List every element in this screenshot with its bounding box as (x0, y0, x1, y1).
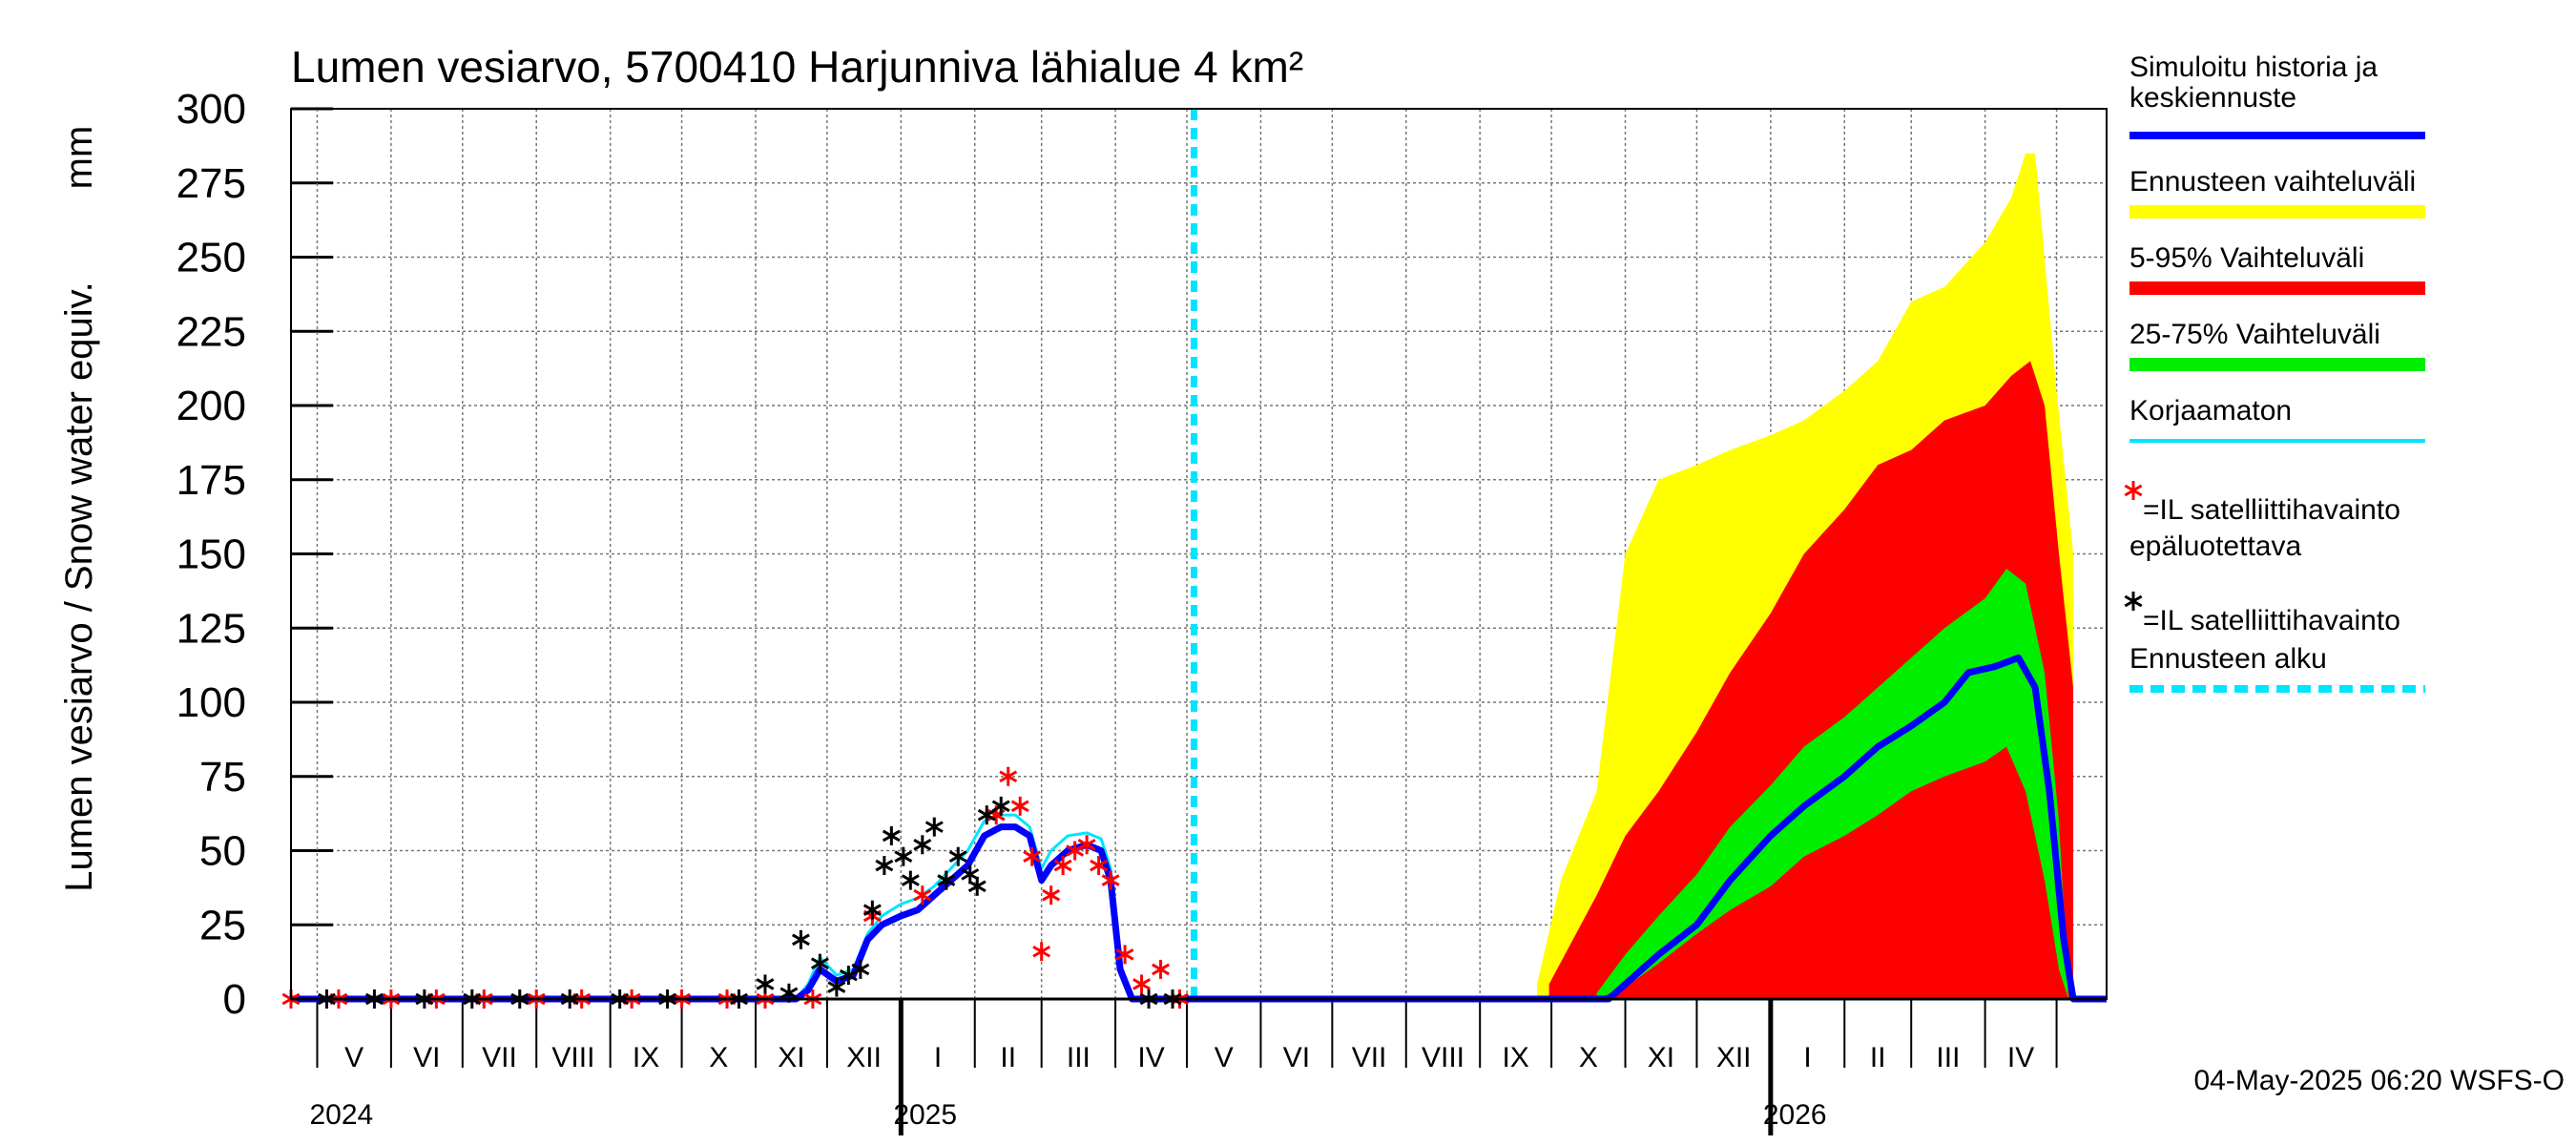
marker-unreliable (913, 885, 932, 906)
marker-unreliable (1023, 846, 1042, 866)
month-label: V (1215, 1042, 1234, 1073)
y-tick-label: 200 (177, 383, 246, 429)
y-axis-label: Lumen vesiarvo / Snow water equiv. (58, 281, 100, 892)
marker-satellite (791, 929, 810, 949)
month-label: VII (482, 1042, 517, 1073)
month-label: V (344, 1042, 364, 1073)
legend-label: 5-95% Vaihteluväli (2129, 242, 2364, 274)
y-tick-label: 75 (199, 754, 246, 801)
legend-label: =IL satelliittihavainto (2143, 605, 2400, 636)
y-tick-label: 0 (223, 976, 246, 1023)
month-label: IX (1502, 1042, 1528, 1073)
marker-unreliable (1042, 885, 1061, 906)
month-label: II (1000, 1042, 1016, 1073)
month-label: XII (1716, 1042, 1752, 1073)
marker-unreliable (1115, 945, 1134, 965)
y-tick-label: 175 (177, 457, 246, 504)
month-label: VIII (1422, 1042, 1465, 1073)
marker-satellite (875, 856, 894, 876)
marker-satellite (913, 835, 932, 855)
marker-satellite (882, 825, 901, 845)
legend-label: Simuloitu historia ja (2129, 52, 2378, 83)
y-tick-label: 275 (177, 160, 246, 207)
month-label: VIII (551, 1042, 594, 1073)
month-label: IX (633, 1042, 659, 1073)
month-label: XI (778, 1042, 804, 1073)
legend-label: 25-75% Vaihteluväli (2129, 319, 2380, 350)
month-label: III (1936, 1042, 1960, 1073)
band-ff0000 (1548, 361, 2074, 1000)
y-tick-label: 150 (177, 531, 246, 578)
month-label: XI (1648, 1042, 1674, 1073)
marker-satellite (851, 959, 870, 979)
marker-satellite (901, 870, 920, 890)
marker-unreliable (1053, 856, 1072, 876)
year-label: 2025 (893, 1099, 957, 1131)
marker-satellite (977, 805, 996, 825)
legend-label: Ennusteen vaihteluväli (2129, 166, 2416, 198)
legend-star (2124, 592, 2143, 611)
month-label: IV (2007, 1042, 2034, 1073)
footer-timestamp: 04-May-2025 06:20 WSFS-O (2194, 1065, 2566, 1096)
y-tick-label: 250 (177, 235, 246, 281)
month-label: VII (1352, 1042, 1387, 1073)
month-label: X (1579, 1042, 1598, 1073)
marker-satellite (924, 817, 944, 837)
month-label: I (1803, 1042, 1811, 1073)
marker-unreliable (1032, 942, 1051, 962)
marker-unreliable (1101, 870, 1120, 890)
marker-satellite (948, 846, 967, 866)
series-uncorrected-line (291, 813, 1195, 1001)
month-label: X (709, 1042, 728, 1073)
marker-unreliable (1132, 974, 1152, 994)
chart-title: Lumen vesiarvo, 5700410 Harjunniva lähia… (291, 42, 1303, 92)
legend-label: =IL satelliittihavainto (2143, 494, 2400, 526)
marker-unreliable (1077, 835, 1096, 855)
y-tick-label: 125 (177, 605, 246, 652)
year-label: 2026 (1763, 1099, 1827, 1131)
year-label: 2024 (309, 1099, 373, 1131)
marker-satellite (894, 846, 913, 866)
legend-label: keskiennuste (2129, 82, 2296, 114)
marker-satellite (991, 796, 1010, 816)
y-tick-label: 25 (199, 902, 246, 948)
marker-unreliable (1152, 959, 1170, 979)
legend-star (2124, 481, 2143, 500)
marker-unreliable (999, 766, 1018, 786)
y-tick-label: 225 (177, 308, 246, 355)
month-label: XII (846, 1042, 882, 1073)
y-tick-label: 300 (177, 86, 246, 133)
legend-label: Korjaamaton (2129, 395, 2292, 427)
month-label: VI (413, 1042, 440, 1073)
legend-label: Ennusteen alku (2129, 643, 2327, 675)
marker-satellite (862, 900, 882, 920)
month-label: IV (1137, 1042, 1164, 1073)
marker-satellite (937, 870, 956, 890)
y-tick-label: 50 (199, 828, 246, 875)
y-axis-unit: mm (58, 126, 100, 190)
month-label: III (1067, 1042, 1091, 1073)
month-label: I (934, 1042, 942, 1073)
y-tick-label: 100 (177, 679, 246, 726)
marker-satellite (967, 876, 987, 896)
marker-unreliable (1090, 856, 1109, 876)
marker-satellite (756, 974, 775, 994)
legend-label: epäluotettava (2129, 531, 2301, 562)
marker-unreliable (1010, 796, 1029, 816)
month-label: II (1870, 1042, 1886, 1073)
marker-satellite (810, 953, 829, 973)
month-label: VI (1283, 1042, 1310, 1073)
marker-satellite (827, 977, 846, 997)
